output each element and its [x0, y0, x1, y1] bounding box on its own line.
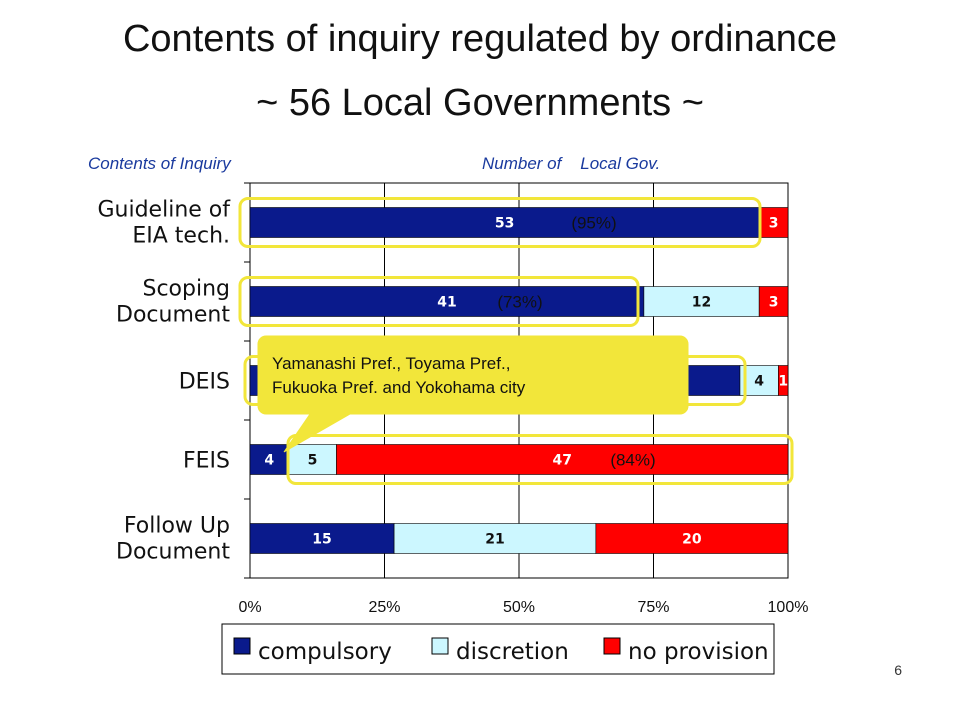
percent-annotation: (95%)	[571, 214, 616, 233]
category-label: DEIS	[179, 370, 230, 395]
legend-box	[221, 623, 775, 675]
category-label: Document	[116, 540, 230, 565]
highlight-frame	[238, 197, 762, 248]
bar-discretion	[643, 286, 760, 317]
legend-swatch-compulsory	[233, 637, 251, 655]
page-title: Contents of inquiry regulated by ordinan…	[122, 18, 837, 60]
legend-label-discretion: discretion	[456, 639, 569, 665]
data-label: 41	[437, 295, 456, 311]
data-label: 20	[682, 532, 702, 548]
x-tick-label: 0%	[238, 599, 261, 616]
bar-discretion	[393, 523, 597, 554]
bar-no-provision	[758, 207, 789, 238]
header-number-of-local-gov: Number of Local Gov.	[482, 154, 661, 173]
callout-text: Yamanashi Pref., Toyama Pref., Fukuoka P…	[272, 352, 692, 400]
x-tick-label: 100%	[768, 599, 809, 616]
page-subtitle: ~ 56 Local Governments ~	[256, 82, 704, 124]
category-label: EIA tech.	[132, 224, 230, 249]
data-label: 21	[485, 532, 504, 548]
bar-no-provision	[595, 523, 789, 554]
callout-box	[257, 335, 689, 415]
data-label: 4	[754, 374, 764, 390]
bar-no-provision	[778, 365, 789, 396]
bar-no-provision	[758, 286, 789, 317]
percent-annotation: (84%)	[610, 451, 655, 470]
bar-compulsory	[249, 444, 289, 475]
bar-discretion	[288, 444, 337, 475]
data-label: 12	[692, 295, 711, 311]
data-label: 4	[264, 453, 274, 469]
highlight-frame	[238, 276, 640, 327]
category-label: Document	[116, 303, 230, 328]
bar-compulsory	[249, 523, 395, 554]
highlight-frame	[286, 434, 794, 485]
data-label: 47	[552, 453, 571, 469]
category-label: Follow Up	[124, 514, 230, 539]
callout-line-2: Fukuoka Pref. and Yokohama city	[272, 378, 526, 397]
page-number: 6	[894, 662, 902, 678]
data-label: 5	[308, 453, 318, 469]
legend-label-compulsory: compulsory	[258, 639, 392, 665]
header-contents-of-inquiry: Contents of Inquiry	[88, 154, 231, 173]
category-label: FEIS	[183, 449, 230, 474]
data-label: 3	[769, 216, 779, 232]
bar-no-provision	[336, 444, 789, 475]
bar-compulsory	[249, 286, 645, 317]
data-label: 15	[312, 532, 331, 548]
data-label: 53	[495, 216, 514, 232]
x-tick-label: 75%	[637, 599, 669, 616]
x-tick-label: 50%	[503, 599, 535, 616]
data-label: 1	[778, 374, 788, 390]
x-tick-label: 25%	[368, 599, 400, 616]
category-label: Guideline of	[97, 198, 231, 223]
data-label: 3	[769, 295, 779, 311]
legend-label-no-provision: no provision	[628, 639, 769, 665]
percent-annotation: (73%)	[497, 293, 542, 312]
category-label: Scoping	[142, 277, 230, 302]
callout-line-1: Yamanashi Pref., Toyama Pref.,	[272, 354, 511, 373]
legend-swatch-no-provision	[603, 637, 621, 655]
legend-swatch-discretion	[431, 637, 449, 655]
